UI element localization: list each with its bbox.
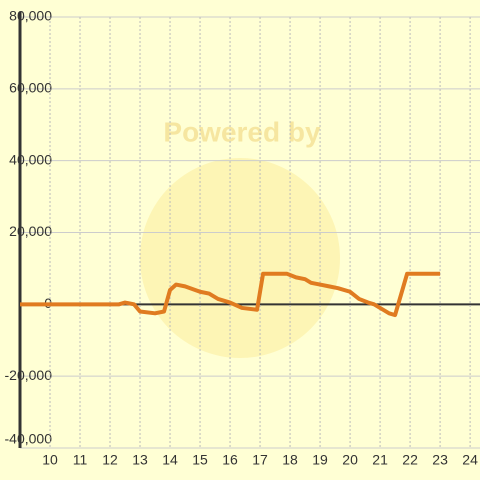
y-tick-label: 60,000	[9, 80, 52, 96]
x-tick-label: 17	[252, 452, 268, 468]
x-tick-label: 16	[222, 452, 238, 468]
y-tick-label: -40,000	[5, 431, 53, 447]
x-tick-label: 19	[312, 452, 328, 468]
x-tick-label: 18	[282, 452, 298, 468]
x-tick-label: 24	[462, 452, 478, 468]
y-tick-label: 80,000	[9, 8, 52, 24]
x-tick-label: 10	[42, 452, 58, 468]
x-tick-label: 11	[73, 452, 88, 468]
watermark-logo	[140, 158, 340, 358]
watermark: Powered by	[163, 116, 321, 147]
line	[20, 271, 441, 318]
y-tick-label: 20,000	[9, 223, 52, 239]
y-tick-label: 40,000	[9, 151, 52, 167]
x-tick-label: 12	[102, 452, 118, 468]
x-tick-label: 13	[132, 452, 148, 468]
x-tick-label: 23	[432, 452, 448, 468]
x-tick-label: 14	[162, 452, 178, 468]
x-tick-label: 22	[402, 452, 418, 468]
x-tick-label: 20	[342, 452, 358, 468]
y-tick-label: -20,000	[5, 367, 53, 383]
x-tick-label: 15	[192, 452, 208, 468]
x-tick-label: 21	[372, 452, 388, 468]
